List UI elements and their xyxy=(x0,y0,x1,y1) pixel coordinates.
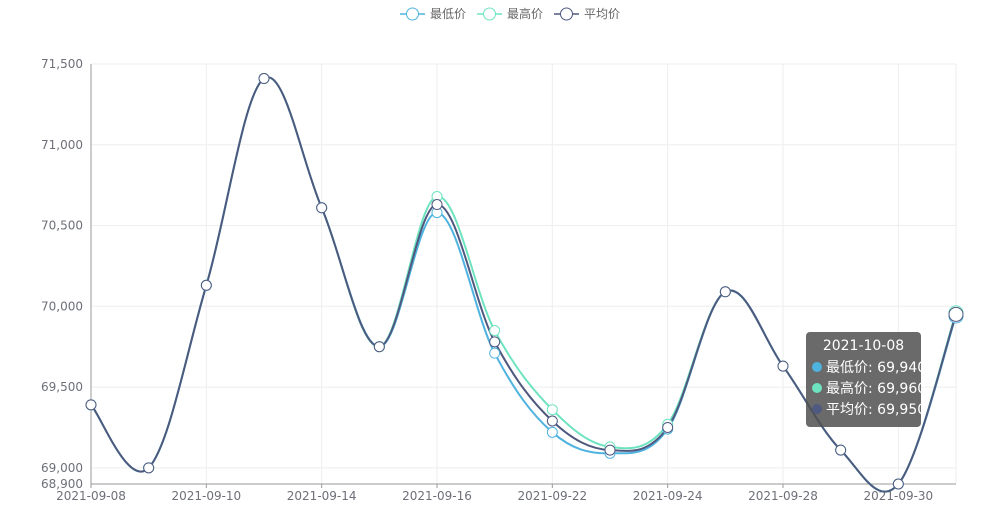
data-point-2[interactable] xyxy=(892,478,904,490)
series-points[interactable] xyxy=(85,73,964,490)
data-point-2[interactable] xyxy=(604,444,616,456)
legend-marker xyxy=(560,7,573,21)
x-tick-label: 2021-09-30 xyxy=(863,489,933,503)
data-point-0[interactable] xyxy=(546,426,558,438)
tooltip-row-low: 最低价: 69,940 xyxy=(812,358,926,379)
axes: 68,900 69,000 69,500 70,000 70,500 71,000 71,5… xyxy=(41,57,956,503)
series-line-0 xyxy=(90,76,957,493)
tooltip-row-avg: 平均价: 69,950 xyxy=(812,400,926,421)
legend-marker xyxy=(483,7,496,21)
x-tick-label: 2021-09-14 xyxy=(287,489,357,503)
x-tick-label: 2021-09-24 xyxy=(633,489,703,503)
legend-item-2[interactable]: 平均价 xyxy=(554,7,620,21)
data-point-1[interactable] xyxy=(489,325,501,337)
tooltip-title: 2021-10-08 xyxy=(822,338,905,354)
tooltip-text-high: 最高价: 69,960 xyxy=(826,381,927,397)
legend-label: 最高价 xyxy=(507,6,543,21)
data-point-0[interactable] xyxy=(489,347,501,359)
data-point-2[interactable] xyxy=(200,279,212,291)
x-tick-label: 2021-09-16 xyxy=(402,489,472,503)
data-point-2[interactable] xyxy=(777,360,789,372)
y-tick-label: 71,000 xyxy=(41,138,83,152)
series-lines xyxy=(90,76,957,493)
y-tick-label: 70,000 xyxy=(41,299,83,313)
tooltip-dot-high xyxy=(812,383,822,393)
tooltip-dot-low xyxy=(812,362,822,372)
data-point-2[interactable] xyxy=(719,286,731,298)
data-point-1[interactable] xyxy=(546,404,558,416)
tooltip: 2021-10-08 最低价: 69,940 最高价: 69,960 平均价: … xyxy=(806,332,926,427)
y-tick-label: 69,500 xyxy=(41,380,83,394)
x-tick-label: 2021-09-08 xyxy=(56,489,126,503)
tooltip-text-low: 最低价: 69,940 xyxy=(826,360,927,376)
legend-item-0[interactable]: 最低价 xyxy=(400,7,466,21)
x-tick-label: 2021-09-22 xyxy=(517,489,587,503)
data-point-2[interactable] xyxy=(662,421,674,433)
y-tick-label: 69,000 xyxy=(41,461,83,475)
data-point-2[interactable] xyxy=(258,73,270,85)
y-tick-label: 68,900 xyxy=(41,477,83,491)
series-line-1 xyxy=(90,76,957,493)
data-point-2[interactable] xyxy=(431,199,443,211)
legend-label: 最低价 xyxy=(430,7,466,21)
legend-marker xyxy=(406,7,419,21)
data-point-2[interactable] xyxy=(546,415,558,427)
data-point-2[interactable] xyxy=(835,444,847,456)
x-tick-label: 2021-09-10 xyxy=(171,489,241,503)
legend-label: 平均价 xyxy=(584,7,620,21)
tooltip-dot-avg xyxy=(812,404,822,414)
y-tick-label: 71,500 xyxy=(41,57,83,71)
legend[interactable]: 最低价 最高价 平均价 xyxy=(400,6,620,21)
x-tick-label: 2021-09-28 xyxy=(748,489,818,503)
legend-item-1[interactable]: 最高价 xyxy=(477,6,543,21)
tooltip-row-high: 最高价: 69,960 xyxy=(812,379,926,400)
y-tick-label: 70,500 xyxy=(41,219,83,233)
data-point-2[interactable] xyxy=(143,462,155,474)
data-point-2[interactable] xyxy=(373,341,385,353)
data-point-2[interactable] xyxy=(948,306,964,322)
data-point-2[interactable] xyxy=(316,202,328,214)
series-line-2 xyxy=(90,76,957,493)
data-point-2[interactable] xyxy=(85,399,97,411)
data-point-2[interactable] xyxy=(489,336,501,348)
tooltip-text-avg: 平均价: 69,950 xyxy=(826,402,927,418)
